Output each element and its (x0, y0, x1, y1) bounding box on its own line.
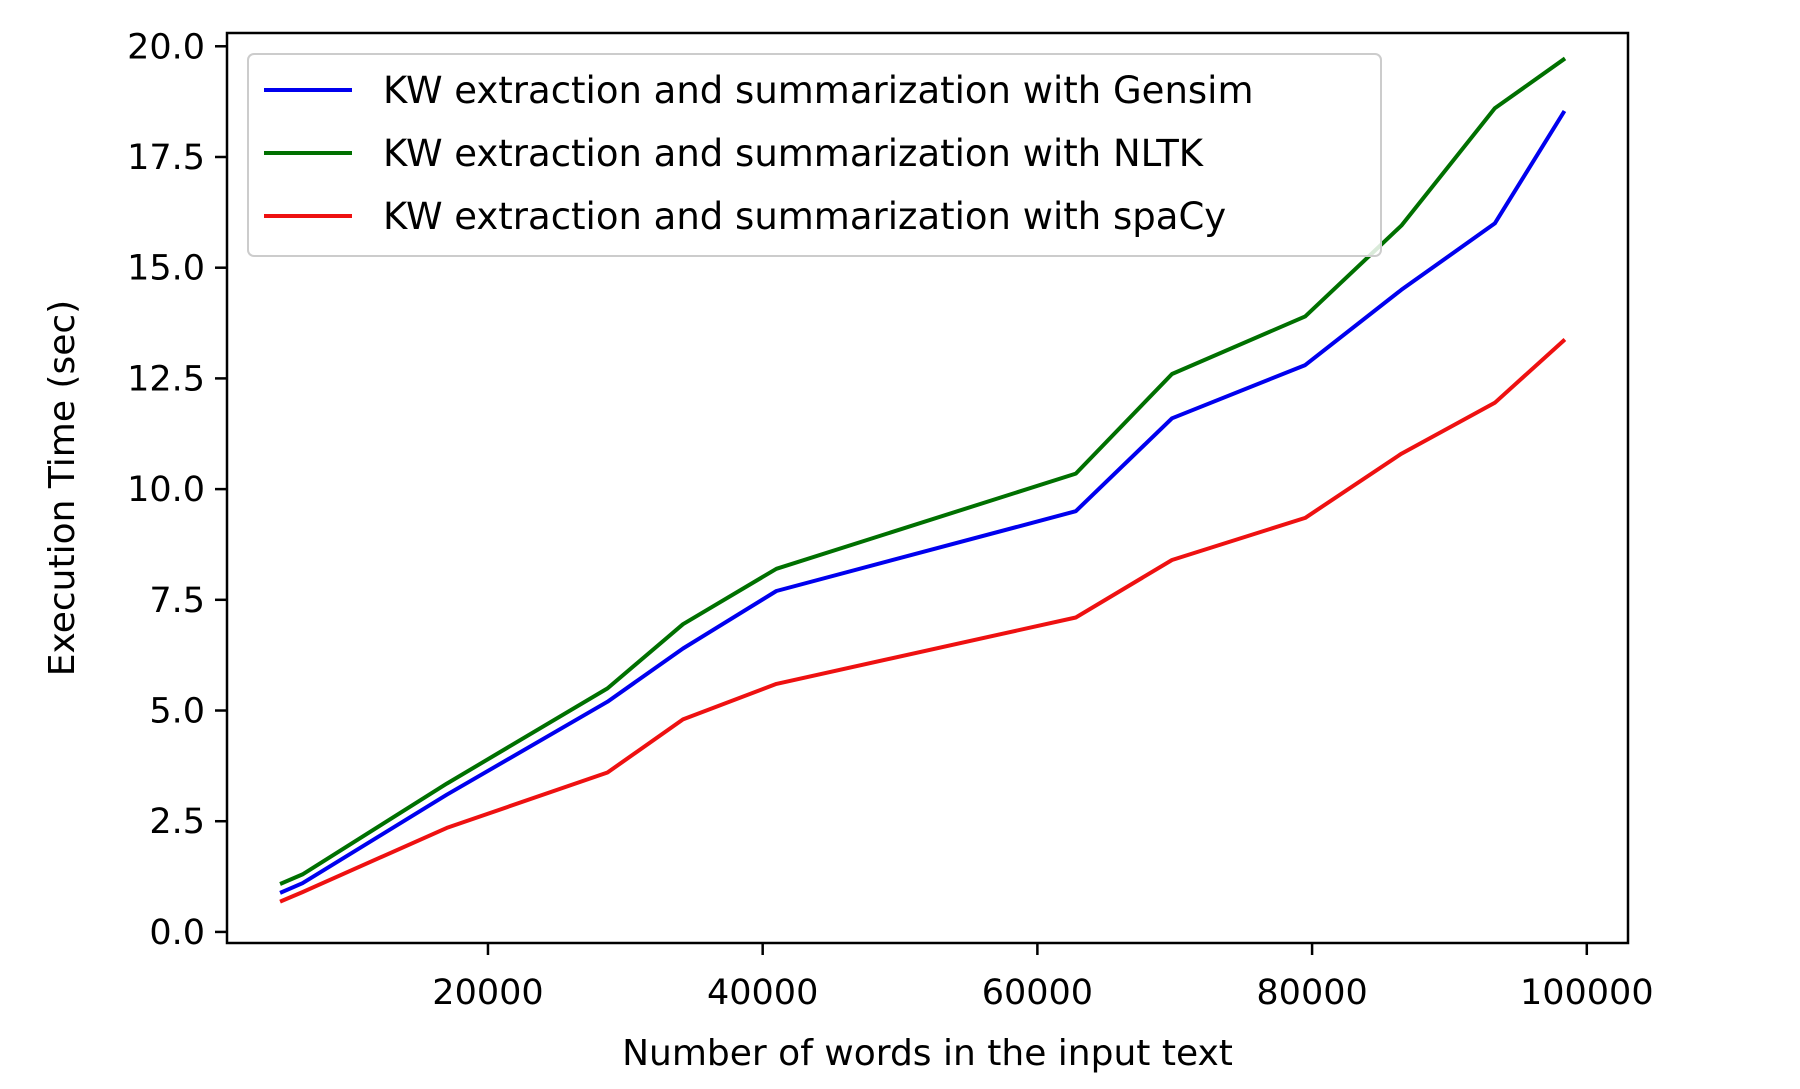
y-axis-label: Execution Time (sec) (42, 300, 83, 676)
series-layer (279, 56, 1567, 904)
legend-label-0: KW extraction and summarization with Gen… (383, 69, 1254, 112)
series-line-1 (279, 56, 1567, 886)
y-tick-label: 7.5 (149, 581, 205, 621)
series-line-0 (279, 109, 1567, 895)
y-tick-label: 15.0 (127, 249, 205, 289)
x-tick-label: 20000 (432, 973, 543, 1013)
x-tick-label: 60000 (982, 973, 1093, 1013)
y-tick-label: 17.5 (127, 138, 205, 178)
y-tick-label: 5.0 (149, 692, 205, 732)
y-tick-label: 10.0 (127, 470, 205, 510)
series-line-2 (279, 337, 1567, 904)
y-tick-label: 12.5 (127, 359, 205, 399)
x-tick-label: 80000 (1256, 973, 1367, 1013)
y-tick-label: 20.0 (127, 27, 205, 67)
x-axis-label: Number of words in the input text (622, 1033, 1233, 1074)
legend-label-1: KW extraction and summarization with NLT… (383, 132, 1205, 175)
legend-label-2: KW extraction and summarization with spa… (383, 195, 1226, 238)
legend-box (247, 53, 1382, 257)
x-axis: 20000 40000 60000 80000 100000 (432, 943, 1654, 1013)
y-tick-label: 0.0 (149, 913, 205, 953)
legend: KW extraction and summarization with Gen… (247, 53, 1382, 257)
x-tick-label: 40000 (707, 973, 818, 1013)
y-tick-label: 2.5 (149, 802, 205, 842)
x-tick-label: 100000 (1520, 973, 1654, 1013)
y-axis: 0.0 2.5 5.0 7.5 10.0 12.5 15.0 17.5 20.0 (127, 27, 227, 953)
